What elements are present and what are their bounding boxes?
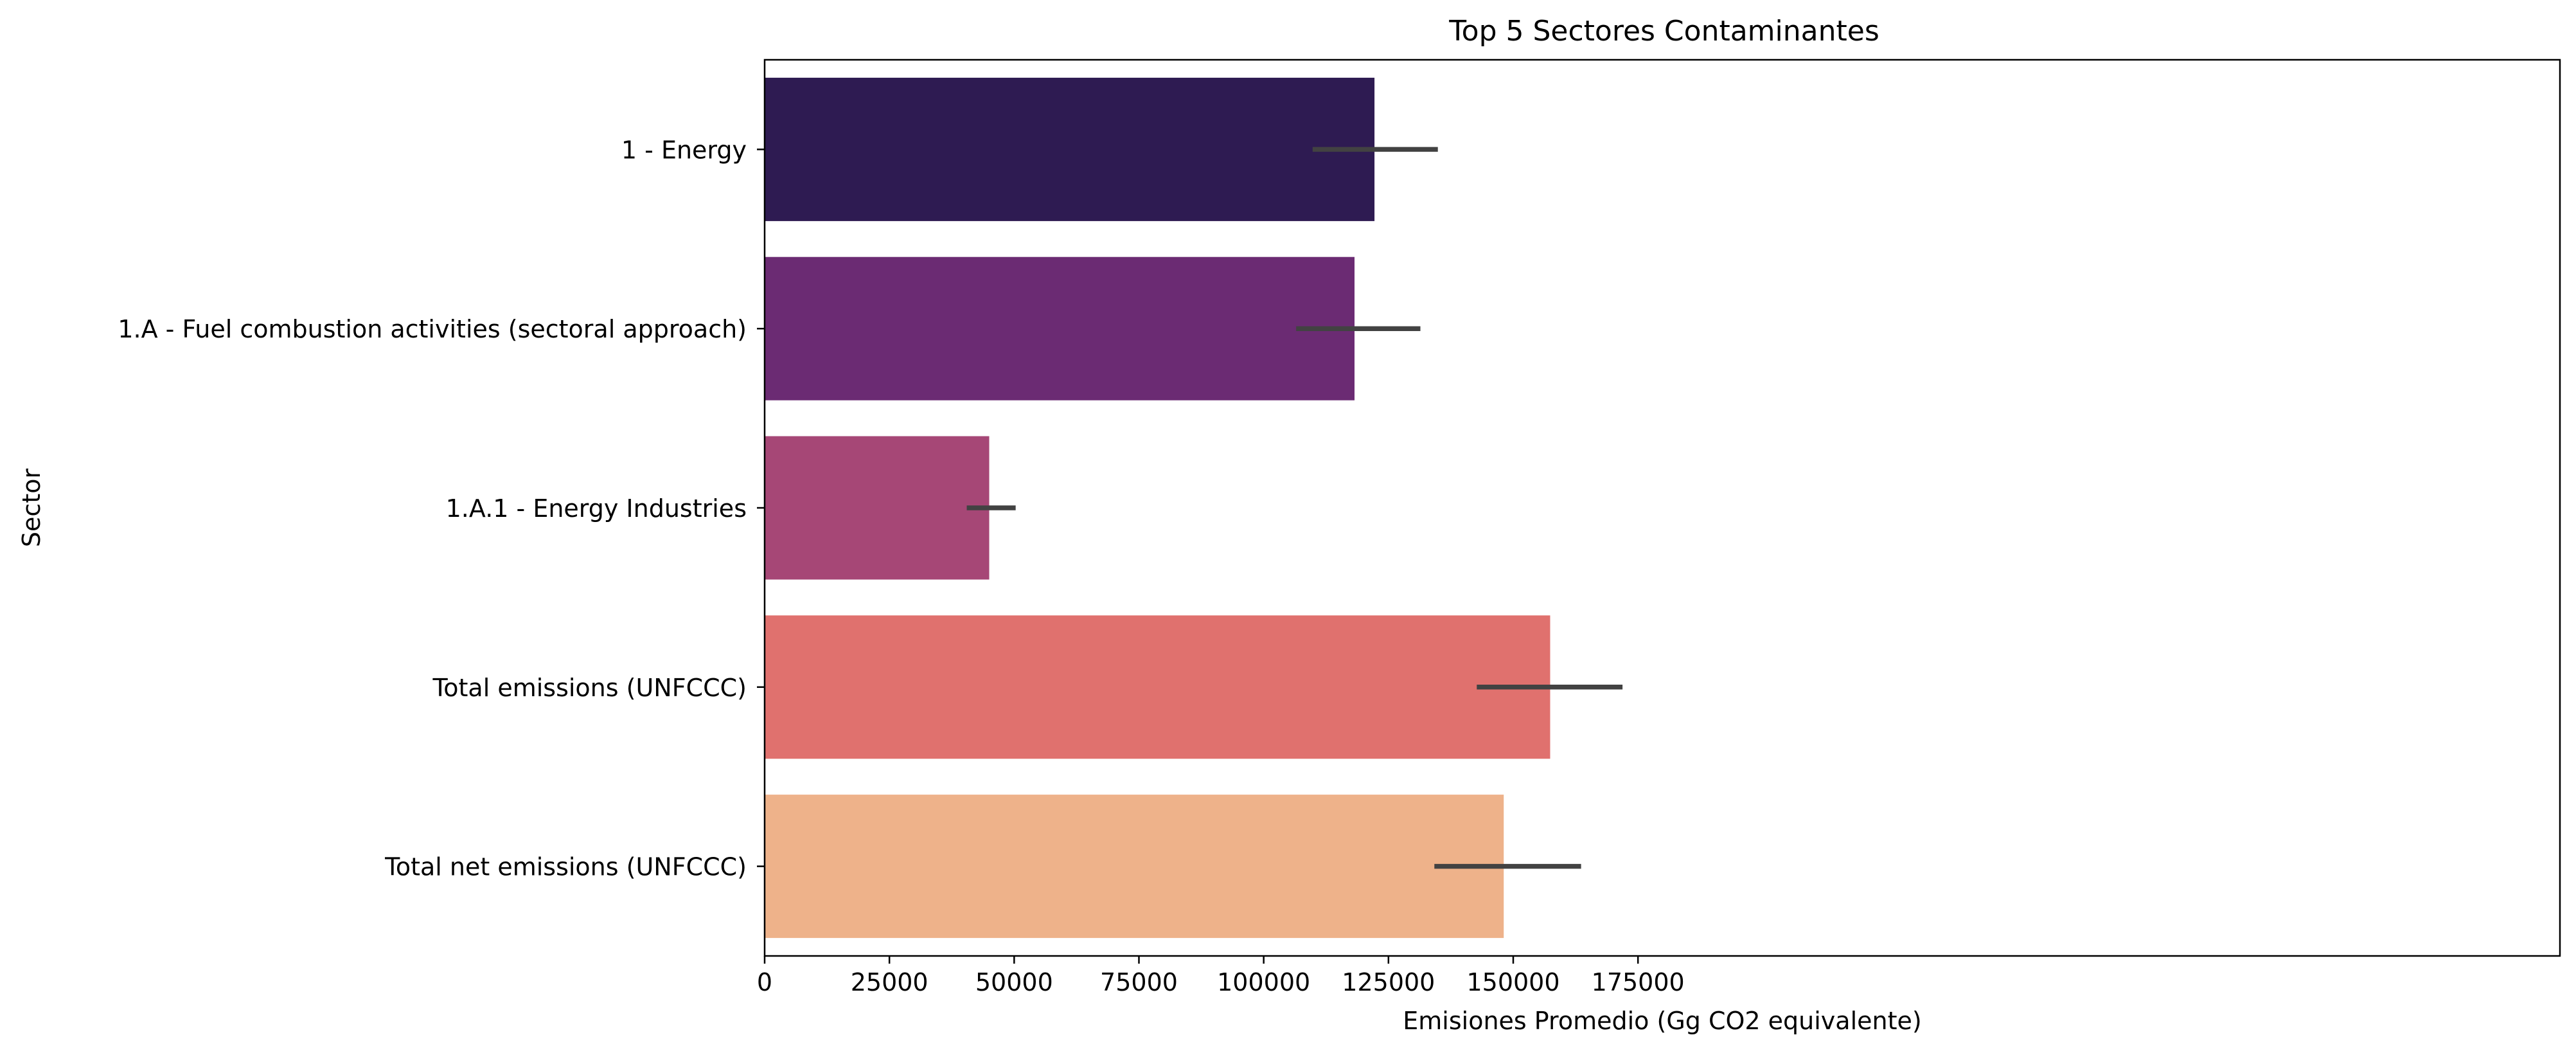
bar (765, 795, 1504, 939)
y-axis-label: Sector (17, 469, 46, 548)
y-tick-label: 1.A.1 - Energy Industries (446, 494, 747, 523)
x-tick-label: 50000 (975, 968, 1053, 996)
bar (765, 256, 1355, 401)
bars-group (765, 77, 1550, 939)
y-tick-label: Total emissions (UNFCCC) (432, 674, 747, 702)
y-axis-ticks: 1 - Energy 1.A - Fuel combustion activiti… (118, 136, 765, 881)
bar (765, 77, 1375, 221)
x-tick-label: 100000 (1217, 968, 1310, 996)
x-tick-label: 25000 (851, 968, 928, 996)
x-tick-label: 75000 (1100, 968, 1178, 996)
x-axis-label: Emisiones Promedio (Gg CO2 equivalente) (1403, 1007, 1921, 1035)
y-tick-label: Total net emissions (UNFCCC) (384, 853, 747, 881)
x-tick-label: 125000 (1342, 968, 1435, 996)
bar (765, 436, 990, 580)
chart-title: Top 5 Sectores Contaminantes (1448, 15, 1879, 48)
x-tick-label: 0 (757, 968, 772, 996)
x-tick-label: 175000 (1592, 968, 1685, 996)
error-bars-group (966, 147, 1623, 869)
x-axis-ticks: 0 25000 50000 75000 100000 125000 150000 175000 (757, 956, 1685, 996)
bar (765, 615, 1550, 759)
y-tick-label: 1 - Energy (621, 136, 747, 164)
x-tick-label: 150000 (1466, 968, 1559, 996)
y-tick-label: 1.A - Fuel combustion activities (sector… (118, 315, 747, 343)
